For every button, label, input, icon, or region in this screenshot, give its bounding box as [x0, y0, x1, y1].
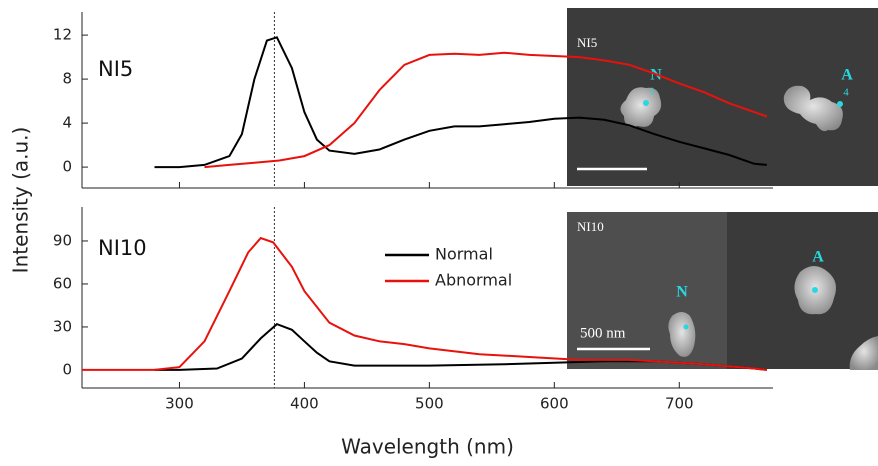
y-tick-label: 0	[62, 158, 72, 176]
probe-point	[812, 287, 818, 293]
particle	[783, 85, 843, 132]
probe-point	[643, 100, 649, 106]
marker-index: 4	[843, 87, 849, 99]
marker: N	[676, 284, 688, 301]
y-tick-label: 0	[62, 360, 72, 378]
line-series	[204, 51, 768, 169]
sem-image	[567, 212, 727, 369]
panel-label: NI5	[98, 57, 133, 81]
x-tick-label: 300	[165, 395, 194, 413]
y-tick-label: 30	[53, 317, 72, 335]
y-tick-label: 12	[53, 26, 72, 44]
marker: A	[812, 249, 824, 266]
probe-point	[683, 324, 689, 330]
sem-panel-ni5: NI5 N 1 A 4	[567, 8, 878, 186]
particle	[620, 87, 662, 127]
x-tick-label: 600	[540, 395, 569, 413]
y-tick-label: 90	[53, 231, 72, 249]
image-title: NI5	[577, 35, 597, 50]
particle	[668, 312, 696, 357]
legend-label: Normal	[435, 245, 493, 264]
image-title: NI10	[577, 219, 604, 234]
marker: A	[841, 67, 853, 84]
x-tick-label: 400	[290, 395, 319, 413]
legend-label: Abnormal	[435, 271, 512, 290]
marker-index: 1	[649, 86, 655, 98]
y-tick-label: 8	[62, 70, 72, 88]
line-series	[154, 36, 767, 169]
line-series	[82, 236, 767, 371]
sem-image	[567, 8, 878, 186]
scale-label: 500 nm	[580, 325, 626, 341]
sem-panel-ni10: NI10 N A 500 nm	[567, 212, 878, 370]
probe-point	[837, 101, 843, 107]
y-axis-title: Intensity (a.u.)	[9, 127, 33, 274]
x-tick-label: 700	[665, 395, 694, 413]
y-tick-label: 60	[53, 274, 72, 292]
y-tick-label: 4	[62, 114, 72, 132]
particle	[849, 336, 878, 370]
panel-label: NI10	[98, 236, 147, 260]
x-axis-title: Wavelength (nm)	[341, 435, 514, 459]
x-tick-label: 500	[415, 395, 444, 413]
